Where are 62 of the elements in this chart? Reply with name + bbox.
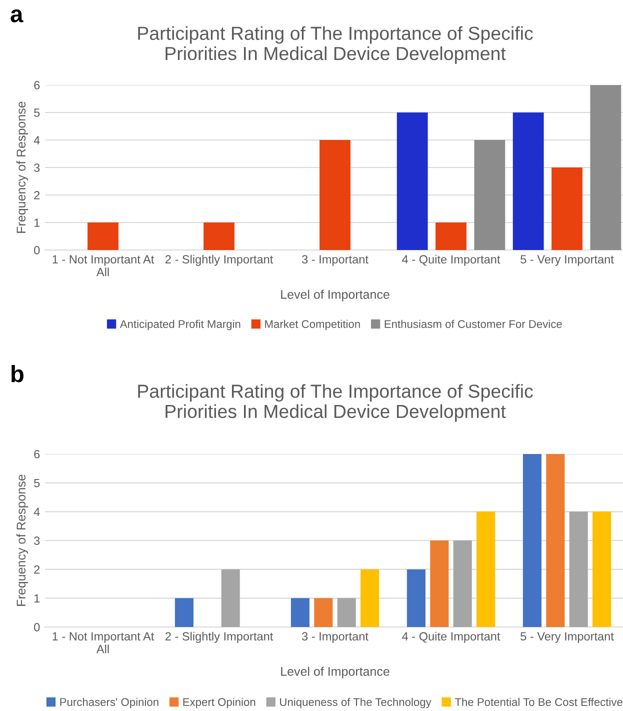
y-tick-label: 6 — [34, 450, 40, 458]
y-tick-label: 4 — [34, 508, 40, 516]
x-tick-label: 1 - Not Important At All — [52, 632, 154, 654]
x-tick-label: 4 - Quite Important — [402, 632, 500, 643]
bar — [314, 598, 333, 627]
bar — [522, 454, 542, 627]
y-tick-label: 3 — [34, 536, 40, 545]
legend-label: The Potential To Be Cost Effective — [454, 698, 622, 706]
chart-title: Participant Rating of The Importance of Specific Priorities In Medical Device Development — [138, 384, 533, 422]
x-tick-label: 5 - Very Important — [520, 632, 614, 643]
y-tick-label: 2 — [34, 191, 40, 200]
bar — [406, 569, 426, 627]
bar — [592, 512, 612, 627]
legend-label: Enthusiasm of Customer For Device — [384, 320, 562, 328]
bar — [546, 454, 565, 627]
bar — [221, 569, 240, 627]
y-tick-label: 1 — [34, 218, 40, 227]
text: b — [12, 365, 24, 382]
legend-label: Purchasers' Opinion — [60, 698, 158, 708]
bar — [88, 222, 118, 250]
y-tick-label: 6 — [34, 81, 40, 90]
x-tick-label: 2 - Slightly Important — [165, 254, 274, 266]
y-tick-label: 0 — [34, 623, 40, 632]
y-axis-title: Frequency of Response — [16, 474, 28, 606]
bar — [337, 598, 356, 627]
y-tick-label: 3 — [34, 164, 40, 172]
bar — [552, 168, 582, 250]
legend-label: Anticipated Profit Margin — [120, 320, 240, 330]
x-axis-title: Level of Importance — [281, 666, 390, 678]
x-tick-label: 3 - Important — [302, 255, 368, 266]
bar — [512, 112, 544, 250]
x-tick-label: 2 - Slightly Important — [165, 632, 274, 643]
y-tick-label: 0 — [34, 246, 40, 254]
y-tick-label: 4 — [34, 136, 40, 144]
x-axis-title: Level of Importance — [281, 290, 390, 302]
bar — [396, 112, 428, 250]
bar — [174, 598, 194, 627]
y-tick-label: 5 — [34, 478, 40, 488]
x-tick-label: 1 - Not Important At All — [52, 255, 154, 276]
bar — [436, 222, 466, 250]
y-tick-label: 5 — [34, 108, 40, 117]
x-tick-label: 4 - Quite Important — [402, 254, 500, 266]
bar — [569, 512, 588, 627]
legend-label: Uniqueness of The Technology — [280, 698, 432, 708]
bar — [476, 512, 496, 627]
chart-title: Participant Rating of The Importance of Specific Priorities In Medical Device Development — [138, 26, 533, 64]
legend-label: Expert Opinion — [183, 698, 256, 708]
x-tick-label: 5 - Very Important — [520, 255, 614, 266]
y-tick-label: 1 — [34, 594, 40, 602]
x-tick-label: 3 - Important — [302, 632, 368, 643]
legend-label: Market Competition — [265, 320, 360, 330]
bar — [360, 569, 380, 627]
text: a — [10, 9, 24, 22]
bar — [474, 140, 506, 250]
y-tick-label: 2 — [34, 565, 40, 574]
bar — [430, 540, 449, 627]
bar — [453, 540, 472, 627]
bar — [290, 598, 310, 627]
y-axis-title: Frequency of Response — [16, 102, 28, 233]
bar — [204, 222, 234, 250]
bar — [320, 140, 350, 250]
bar — [590, 85, 622, 250]
